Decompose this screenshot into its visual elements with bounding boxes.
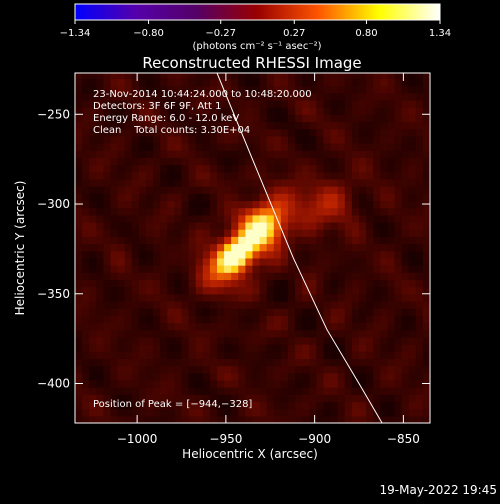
- solar-limb-line: [216, 73, 383, 423]
- x-tick-label: −950: [209, 432, 242, 446]
- axis-ticks: −1000 −950 −900 −850 −250 −300 −350 −400: [37, 73, 430, 446]
- annotation-clean-counts: Clean Total counts: 3.30E+04: [93, 125, 250, 136]
- x-axis-label: Heliocentric X (arcsec): [182, 447, 318, 461]
- colorbar-tick-label: 0.80: [355, 28, 377, 39]
- footer-timestamp: 19-May-2022 19:45: [380, 483, 497, 497]
- colorbar-tick-label: 1.34: [429, 28, 451, 39]
- y-axis-label: Heliocentric Y (arcsec): [13, 181, 27, 316]
- colorbar-tick-label: 0.27: [283, 28, 305, 39]
- colorbar-tick-label: −0.80: [133, 28, 164, 39]
- x-tick-label: −1000: [117, 432, 158, 446]
- x-tick-label: −900: [298, 432, 331, 446]
- plot-frame: [74, 72, 431, 424]
- annotation-energy-range: Energy Range: 6.0 - 12.0 keV: [93, 113, 239, 124]
- colorbar-units-label: (photons cm⁻² s⁻¹ asec⁻²): [192, 41, 321, 52]
- peak-position-label: Position of Peak = [−944,−328]: [93, 399, 252, 410]
- x-tick-label: −850: [387, 432, 420, 446]
- y-tick-label: −250: [37, 107, 70, 121]
- colorbar: [74, 3, 441, 21]
- chart-title: Reconstructed RHESSI Image: [142, 54, 361, 72]
- colorbar-tick-label: −0.27: [205, 28, 236, 39]
- annotation-detectors: Detectors: 3F 6F 9F, Att 1: [93, 101, 221, 112]
- annotation-time-range: 23-Nov-2014 10:44:24.000 to 10:48:20.000: [93, 89, 312, 100]
- y-tick-label: −400: [37, 377, 70, 391]
- y-tick-label: −300: [37, 197, 70, 211]
- colorbar-tick-label: −1.34: [60, 28, 91, 39]
- heatmap-image: [75, 73, 430, 423]
- y-tick-label: −350: [37, 287, 70, 301]
- colorbar-ticks: −1.34 −0.80 −0.27 0.27 0.80 1.34: [60, 20, 451, 39]
